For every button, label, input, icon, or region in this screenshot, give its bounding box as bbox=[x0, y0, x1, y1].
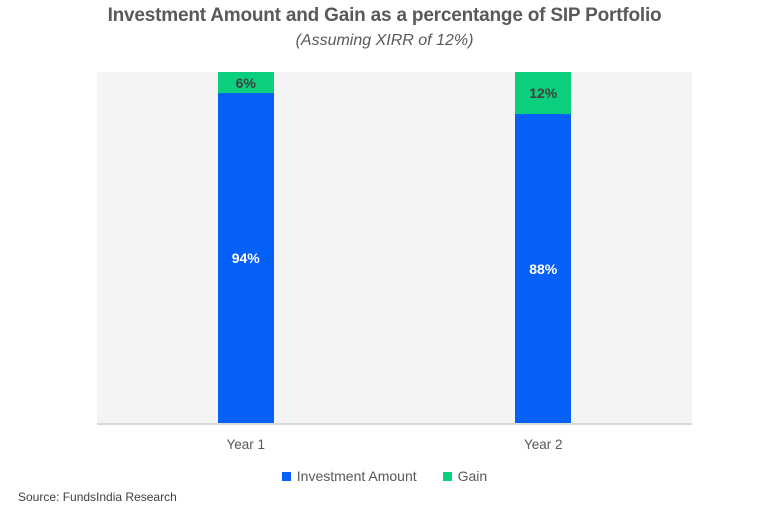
x-axis-label-year-1: Year 1 bbox=[226, 437, 266, 452]
x-axis-labels: Year 1 Year 2 bbox=[97, 437, 692, 455]
data-label: 88% bbox=[529, 260, 558, 277]
data-label: 6% bbox=[235, 74, 256, 91]
segment-gain-year-2: 12% bbox=[515, 72, 572, 115]
plot-area: 6% 94% 12% 88% bbox=[97, 72, 692, 425]
segment-investment-amount-year-2: 88% bbox=[515, 114, 572, 423]
data-label: 12% bbox=[529, 85, 558, 102]
legend-item-gain: Gain bbox=[442, 468, 488, 484]
segment-gain-year-1: 6% bbox=[217, 72, 274, 94]
source-note: Source: FundsIndia Research bbox=[18, 490, 177, 504]
legend-swatch-investment-amount bbox=[281, 471, 291, 481]
segment-investment-amount-year-1: 94% bbox=[217, 93, 274, 423]
data-label: 94% bbox=[231, 250, 260, 267]
legend-item-investment-amount: Investment Amount bbox=[281, 468, 417, 484]
bar-year-1: 6% 94% bbox=[217, 72, 274, 423]
bar-year-2: 12% 88% bbox=[515, 72, 572, 423]
legend: Investment Amount Gain bbox=[0, 468, 769, 484]
legend-label: Gain bbox=[457, 468, 488, 484]
chart-title: Investment Amount and Gain as a percenta… bbox=[107, 5, 662, 26]
legend-swatch-gain bbox=[442, 471, 452, 481]
chart-subtitle: (Assuming XIRR of 12%) bbox=[295, 32, 474, 49]
x-axis-label-year-2: Year 2 bbox=[523, 437, 563, 452]
legend-label: Investment Amount bbox=[296, 468, 417, 484]
